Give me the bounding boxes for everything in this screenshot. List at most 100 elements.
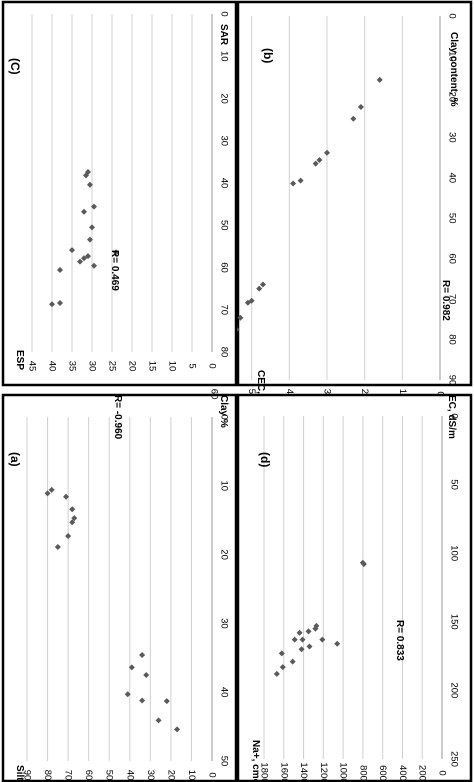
data-point <box>306 643 313 650</box>
y-tick-label: 35 <box>66 361 77 372</box>
data-point <box>54 544 61 551</box>
data-point <box>69 506 76 513</box>
y-tick-label: 15 <box>146 361 157 372</box>
y-tick-label: 45 <box>26 361 37 372</box>
data-point <box>163 698 170 705</box>
panel-label: (b) <box>261 48 275 63</box>
data-point <box>63 493 70 500</box>
y-tick-label: 200 <box>417 765 428 781</box>
data-point <box>57 267 63 274</box>
x-axis-label: SAR <box>218 24 229 46</box>
data-point <box>81 208 87 215</box>
data-point <box>139 652 146 659</box>
data-point <box>143 672 150 678</box>
correlation-annotation: R= -0.960 <box>112 395 123 440</box>
x-tick-label: 200 <box>448 682 459 698</box>
data-point <box>124 691 131 698</box>
x-tick-label: 40 <box>218 178 229 189</box>
x-tick-label: 0 <box>448 413 459 418</box>
data-point <box>44 490 51 497</box>
y-tick-label: 70 <box>63 770 74 781</box>
data-point <box>297 177 304 184</box>
y-tick-label: 1600 <box>278 762 289 782</box>
correlation-annotation: R= 0.469 <box>109 250 120 291</box>
data-point <box>312 625 319 632</box>
data-point <box>65 533 72 540</box>
data-point <box>174 726 181 733</box>
correlation-annotation: R= 0.982 <box>440 280 451 321</box>
correlation-annotation: R= 0.833 <box>394 620 405 661</box>
x-tick-label: 10 <box>446 51 457 62</box>
y-tick-label: 0 <box>206 363 217 368</box>
y-tick-label: 5 <box>186 363 197 368</box>
data-point <box>289 658 296 665</box>
data-point <box>357 104 364 110</box>
x-tick-label: 90 <box>446 375 457 386</box>
y-tick-label: 600 <box>377 765 388 781</box>
y-tick-label: 0 <box>206 772 217 777</box>
y-tick-label: 10 <box>166 361 177 372</box>
data-point <box>316 156 323 163</box>
y-tick-label: 1000 <box>338 762 349 782</box>
data-point <box>77 258 83 265</box>
y-tick-label: 20 <box>126 361 137 372</box>
x-tick-label: 0 <box>218 11 229 16</box>
y-tick-label: 30 <box>145 770 156 781</box>
panel-frame <box>1 0 238 387</box>
y-tick-label: 60 <box>208 389 219 400</box>
y-tick-label: 50 <box>104 770 115 781</box>
data-point <box>89 224 95 231</box>
data-point <box>291 636 298 643</box>
x-axis-label: Clay % <box>218 395 229 428</box>
x-tick-label: 80 <box>446 334 457 345</box>
data-point <box>244 299 251 306</box>
y-tick-label: 90 <box>21 770 32 781</box>
data-point <box>273 670 280 677</box>
y-tick-label: 400 <box>397 765 408 781</box>
x-tick-label: 30 <box>218 135 229 146</box>
x-tick-label: 60 <box>218 262 229 273</box>
x-tick-label: 70 <box>446 294 457 305</box>
panel-label: (a) <box>8 452 22 467</box>
data-point <box>91 203 97 210</box>
data-point <box>85 253 91 260</box>
x-tick-label: 30 <box>218 618 229 629</box>
y-tick-label: 800 <box>357 765 368 781</box>
data-point <box>48 486 55 493</box>
panel-b: 0 10 20 30 40 50 60 0 10 20 30 40 50 60 70 80 90 (b) Clay … <box>208 0 473 434</box>
y-axis-label: Silt % <box>14 765 25 782</box>
x-tick-label: 70 <box>218 304 229 315</box>
x-tick-label: 40 <box>446 172 457 183</box>
data-point <box>71 515 78 522</box>
data-point <box>139 697 146 704</box>
y-tick-label: 1400 <box>298 762 309 782</box>
x-axis-label: EC, dS/m <box>446 395 457 439</box>
data-point <box>259 281 266 288</box>
data-point <box>113 249 119 256</box>
data-point <box>299 636 306 643</box>
y-axis-label: Na+, cmol/l <box>250 740 261 782</box>
y-tick-label: 1200 <box>318 762 329 782</box>
panel-frame <box>1 393 238 782</box>
data-point <box>69 519 76 526</box>
x-tick-label: 30 <box>446 132 457 143</box>
panel-frame <box>236 393 473 782</box>
data-point <box>237 314 244 321</box>
data-point <box>298 646 305 653</box>
x-tick-label: 50 <box>448 479 459 490</box>
y-tick-label: 80 <box>42 770 53 781</box>
x-tick-label: 80 <box>218 347 229 358</box>
x-tick-label: 100 <box>448 545 459 561</box>
data-point <box>334 640 341 647</box>
y-tick-label: 20 <box>165 770 176 781</box>
data-point <box>83 172 89 179</box>
x-tick-label: 20 <box>218 93 229 104</box>
panel-frame <box>236 0 473 387</box>
x-tick-label: 50 <box>446 213 457 224</box>
data-point <box>305 628 312 635</box>
y-tick-label: 40 <box>46 361 57 372</box>
data-point <box>69 247 75 254</box>
panel-c: 0 5 10 15 20 25 30 35 40 45 0 10 20 30 40 50 60 70 80 (C) SA… <box>1 0 238 387</box>
data-point <box>360 561 367 568</box>
